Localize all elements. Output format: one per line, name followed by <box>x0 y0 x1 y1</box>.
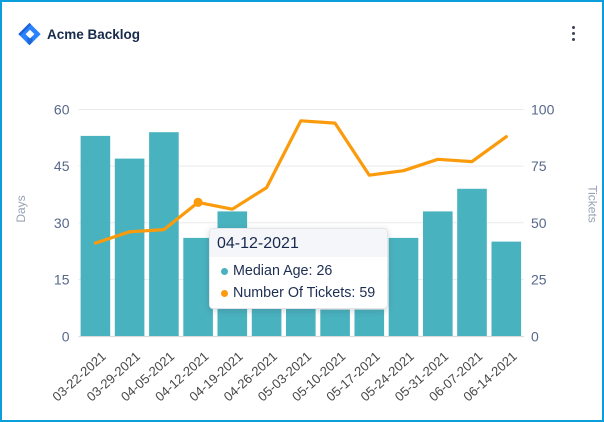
svg-text:15: 15 <box>54 271 70 287</box>
svg-text:Days: Days <box>14 195 28 222</box>
svg-text:100: 100 <box>531 102 555 118</box>
svg-text:75: 75 <box>531 158 547 174</box>
svg-text:25: 25 <box>531 271 547 287</box>
svg-text:Tickets: Tickets <box>586 185 600 223</box>
svg-text:30: 30 <box>54 215 70 231</box>
svg-text:50: 50 <box>531 215 547 231</box>
svg-text:0: 0 <box>62 329 70 345</box>
svg-text:60: 60 <box>54 102 70 118</box>
svg-text:45: 45 <box>54 158 70 174</box>
svg-text:0: 0 <box>531 329 539 345</box>
